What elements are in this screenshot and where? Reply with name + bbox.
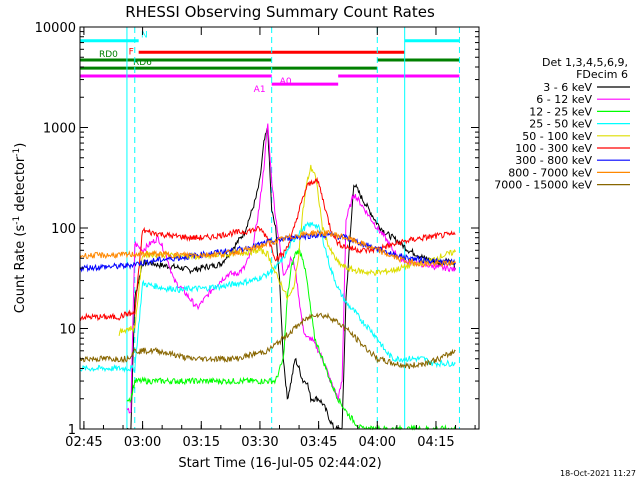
y-tick-label: 10 (59, 323, 76, 338)
x-axis-label: Start Time (16-Jul-05 02:44:02) (178, 456, 381, 471)
y-tick-label: 10000 (35, 21, 76, 36)
legend-header-line-2: FDecim 6 (576, 68, 628, 81)
y-axis-label-sup2: -1 (12, 148, 22, 157)
x-tick-label: 04:00 (359, 435, 396, 450)
legend-entry-label: 6 - 12 keV (536, 93, 592, 106)
mode-bars: NF RD0 RD6 A0 A1 (80, 31, 460, 95)
legend-entry-label: 300 - 800 keV (515, 154, 592, 167)
mode-bar-label: RD0 (99, 50, 118, 60)
y-axis-label-end: ) (13, 143, 28, 148)
y-axis-label-mid: detector (13, 156, 28, 216)
series-line-4 (118, 164, 456, 336)
x-tick-label: 02:45 (65, 435, 102, 450)
y-axis-label: Count Rate (s-1 detector-1) (12, 143, 28, 314)
x-tick-label: 04:15 (417, 435, 454, 450)
event-lines (79, 27, 460, 429)
legend-entry-label: 3 - 6 keV (543, 81, 592, 94)
y-tick-label: 1 (68, 423, 76, 438)
legend-entry-label: 7000 - 15000 keV (494, 179, 592, 192)
x-tick-label: 03:00 (124, 435, 161, 450)
y-axis-label-sup1: -1 (12, 216, 22, 225)
series-line-6 (79, 231, 456, 273)
x-tick-label: 03:30 (241, 435, 278, 450)
chart-title: RHESSI Observing Summary Count Rates (125, 3, 435, 21)
y-axis-ticks: 1 10 100 1000 10000 (35, 21, 479, 438)
series-line-2 (126, 248, 456, 431)
x-tick-label: 03:15 (183, 435, 220, 450)
x-tick-label: 03:45 (300, 435, 337, 450)
series-line-7 (79, 229, 456, 268)
mode-bar-label: A1 (254, 85, 266, 95)
legend-header-line-1: Det 1,3,4,5,6,9, (542, 56, 628, 69)
mode-bar-label: F (129, 47, 134, 57)
legend-entry-label: 100 - 300 keV (515, 142, 592, 155)
series-line-5 (79, 176, 456, 322)
x-axis-ticks: 02:45 03:00 03:15 03:30 03:45 04:00 04:15 (65, 27, 476, 450)
legend-entry-label: 25 - 50 keV (529, 118, 592, 131)
series-line-3 (79, 221, 456, 373)
mode-bar-label: RD6 (133, 58, 152, 68)
legend-entry-label: 50 - 100 keV (522, 130, 592, 143)
footer-timestamp: 18-Oct-2021 11:27 (560, 469, 636, 478)
mode-bar-label: N (141, 31, 148, 41)
y-tick-label: 1000 (43, 122, 76, 137)
series-line-8 (79, 312, 456, 370)
legend-entry-label: 12 - 25 keV (529, 105, 592, 118)
y-axis-label-main: Count Rate (s (13, 225, 28, 314)
series-lines (79, 123, 456, 431)
legend-entry-label: 800 - 7000 keV (508, 166, 592, 179)
series-line-0 (126, 126, 456, 430)
mode-bar-label: A0 (280, 77, 292, 87)
y-tick-label: 100 (51, 222, 76, 237)
